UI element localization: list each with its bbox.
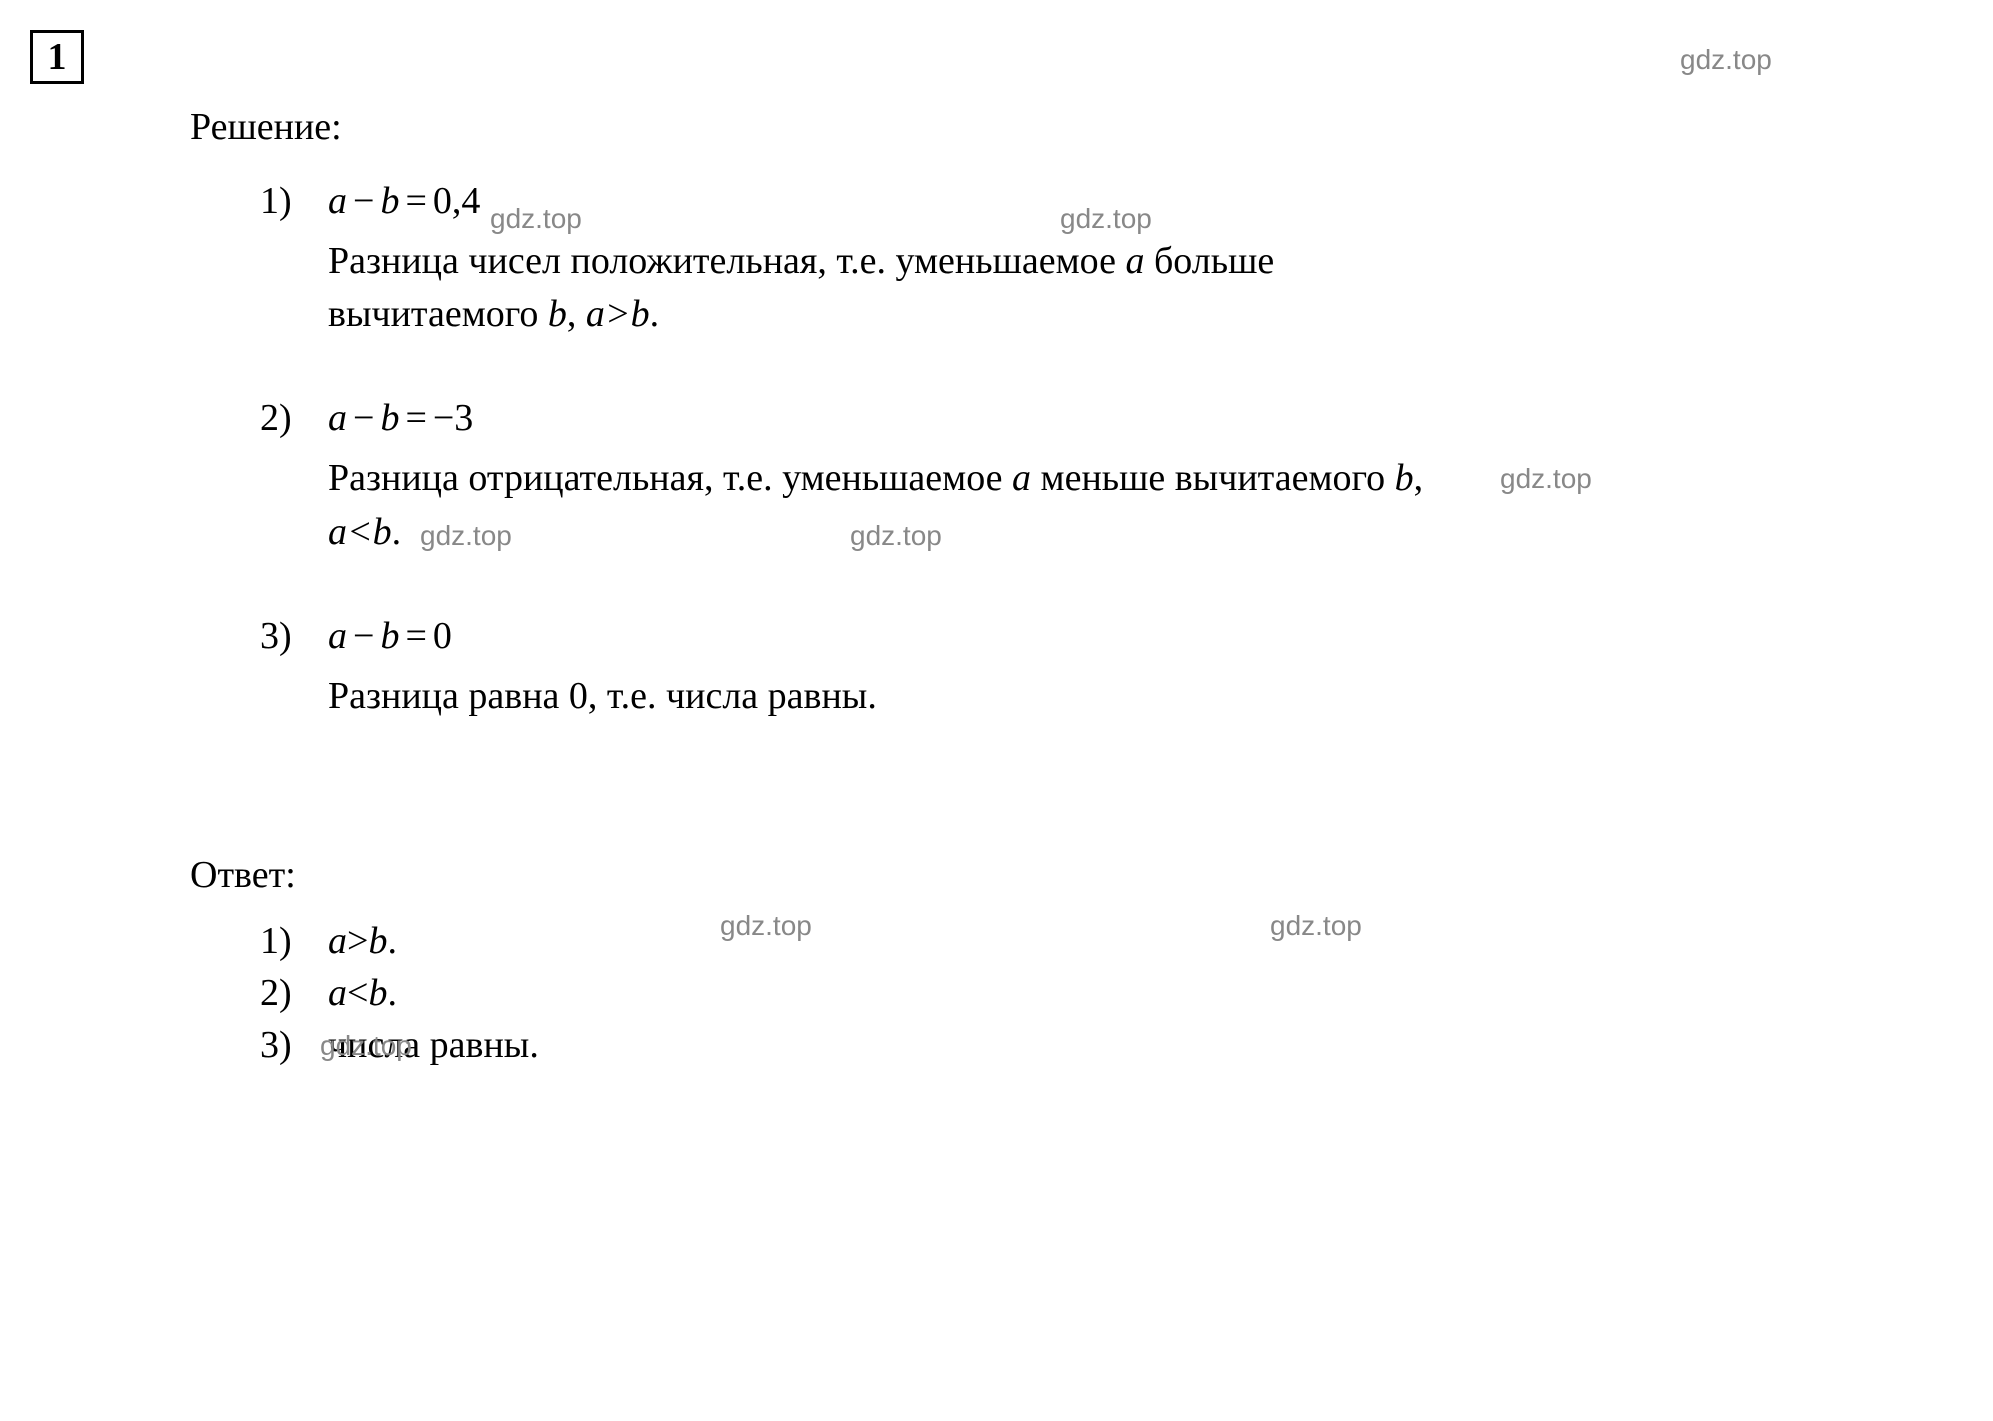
var-b: b [380, 615, 399, 657]
solution-items: 1) a−b=0,4 Разница чисел положительная, … [260, 179, 1933, 723]
item-2-explanation: Разница отрицательная, т.е. уменьшаемое … [328, 452, 1933, 558]
item-3-explanation: Разница равна 0, т.е. числа равны. [328, 670, 1933, 723]
solution-item-3: 3) a−b=0 Разница равна 0, т.е. числа рав… [260, 614, 1933, 723]
eq-op: = [399, 180, 432, 222]
eq-op: = [399, 615, 432, 657]
suffix: . [387, 972, 397, 1014]
rhs-value: 0,4 [433, 180, 481, 222]
var-b: b [368, 972, 387, 1014]
solution-item-1: 1) a−b=0,4 Разница чисел положительная, … [260, 179, 1933, 341]
text: , [1414, 457, 1424, 499]
content-area: Решение: 1) a−b=0,4 Разница чисел положи… [190, 105, 1933, 1067]
item-1-expression: a−b=0,4 [328, 179, 480, 223]
var-b: b [548, 293, 567, 335]
answer-section: Ответ: 1) a>b. 2) a<b. 3) числа равны. [190, 853, 1933, 1067]
item-2-header: 2) a−b=−3 [260, 396, 1933, 440]
rhs-value: −3 [433, 397, 473, 439]
answer-1-number: 1) [260, 919, 310, 963]
item-2-expression: a−b=−3 [328, 396, 473, 440]
var-a: a [328, 397, 347, 439]
var-b: b [368, 920, 387, 962]
relation: a<b [328, 511, 392, 553]
item-3-expression: a−b=0 [328, 614, 452, 658]
rhs-value: 0 [433, 615, 452, 657]
item-2-number: 2) [260, 396, 310, 440]
relation-op: < [347, 972, 368, 1014]
var-b: b [380, 180, 399, 222]
answer-item-3: 3) числа равны. [260, 1023, 1933, 1067]
var-a: a [328, 180, 347, 222]
var-a: a [1012, 457, 1031, 499]
watermark-text: gdz.top [1680, 44, 1772, 76]
item-3-header: 3) a−b=0 [260, 614, 1933, 658]
answer-3-text: числа равны. [328, 1023, 539, 1067]
text: вычитаемого [328, 293, 548, 335]
var-a: a [328, 972, 347, 1014]
answer-2-number: 2) [260, 971, 310, 1015]
text: . [650, 293, 660, 335]
suffix: . [387, 920, 397, 962]
minus-op: − [347, 180, 380, 222]
answer-item-2: 2) a<b. [260, 971, 1933, 1015]
answer-list: 1) a>b. 2) a<b. 3) числа равны. [260, 919, 1933, 1067]
var-a: a [1125, 240, 1144, 282]
relation-op: > [347, 920, 368, 962]
item-3-number: 3) [260, 614, 310, 658]
text: больше [1144, 240, 1274, 282]
item-1-number: 1) [260, 179, 310, 223]
answer-2-text: a<b. [328, 971, 397, 1015]
var-b: b [380, 397, 399, 439]
problem-number: 1 [48, 35, 67, 79]
text: , [567, 293, 586, 335]
problem-number-box: 1 [30, 30, 84, 84]
text: Разница отрицательная, т.е. уменьшаемое [328, 457, 1012, 499]
solution-heading: Решение: [190, 105, 1933, 149]
minus-op: − [347, 397, 380, 439]
var-a: a [328, 920, 347, 962]
answer-1-text: a>b. [328, 919, 397, 963]
minus-op: − [347, 615, 380, 657]
text: Разница равна 0, т.е. числа равны. [328, 675, 877, 717]
relation: a>b [586, 293, 650, 335]
answer-heading: Ответ: [190, 853, 1933, 897]
eq-op: = [399, 397, 432, 439]
text: . [392, 511, 402, 553]
answer-item-1: 1) a>b. [260, 919, 1933, 963]
item-1-explanation: Разница чисел положительная, т.е. уменьш… [328, 235, 1933, 341]
item-1-header: 1) a−b=0,4 [260, 179, 1933, 223]
var-b: b [1395, 457, 1414, 499]
text: Разница чисел положительная, т.е. уменьш… [328, 240, 1125, 282]
answer-3-number: 3) [260, 1023, 310, 1067]
solution-item-2: 2) a−b=−3 Разница отрицательная, т.е. ум… [260, 396, 1933, 558]
text: меньше вычитаемого [1031, 457, 1395, 499]
var-a: a [328, 615, 347, 657]
